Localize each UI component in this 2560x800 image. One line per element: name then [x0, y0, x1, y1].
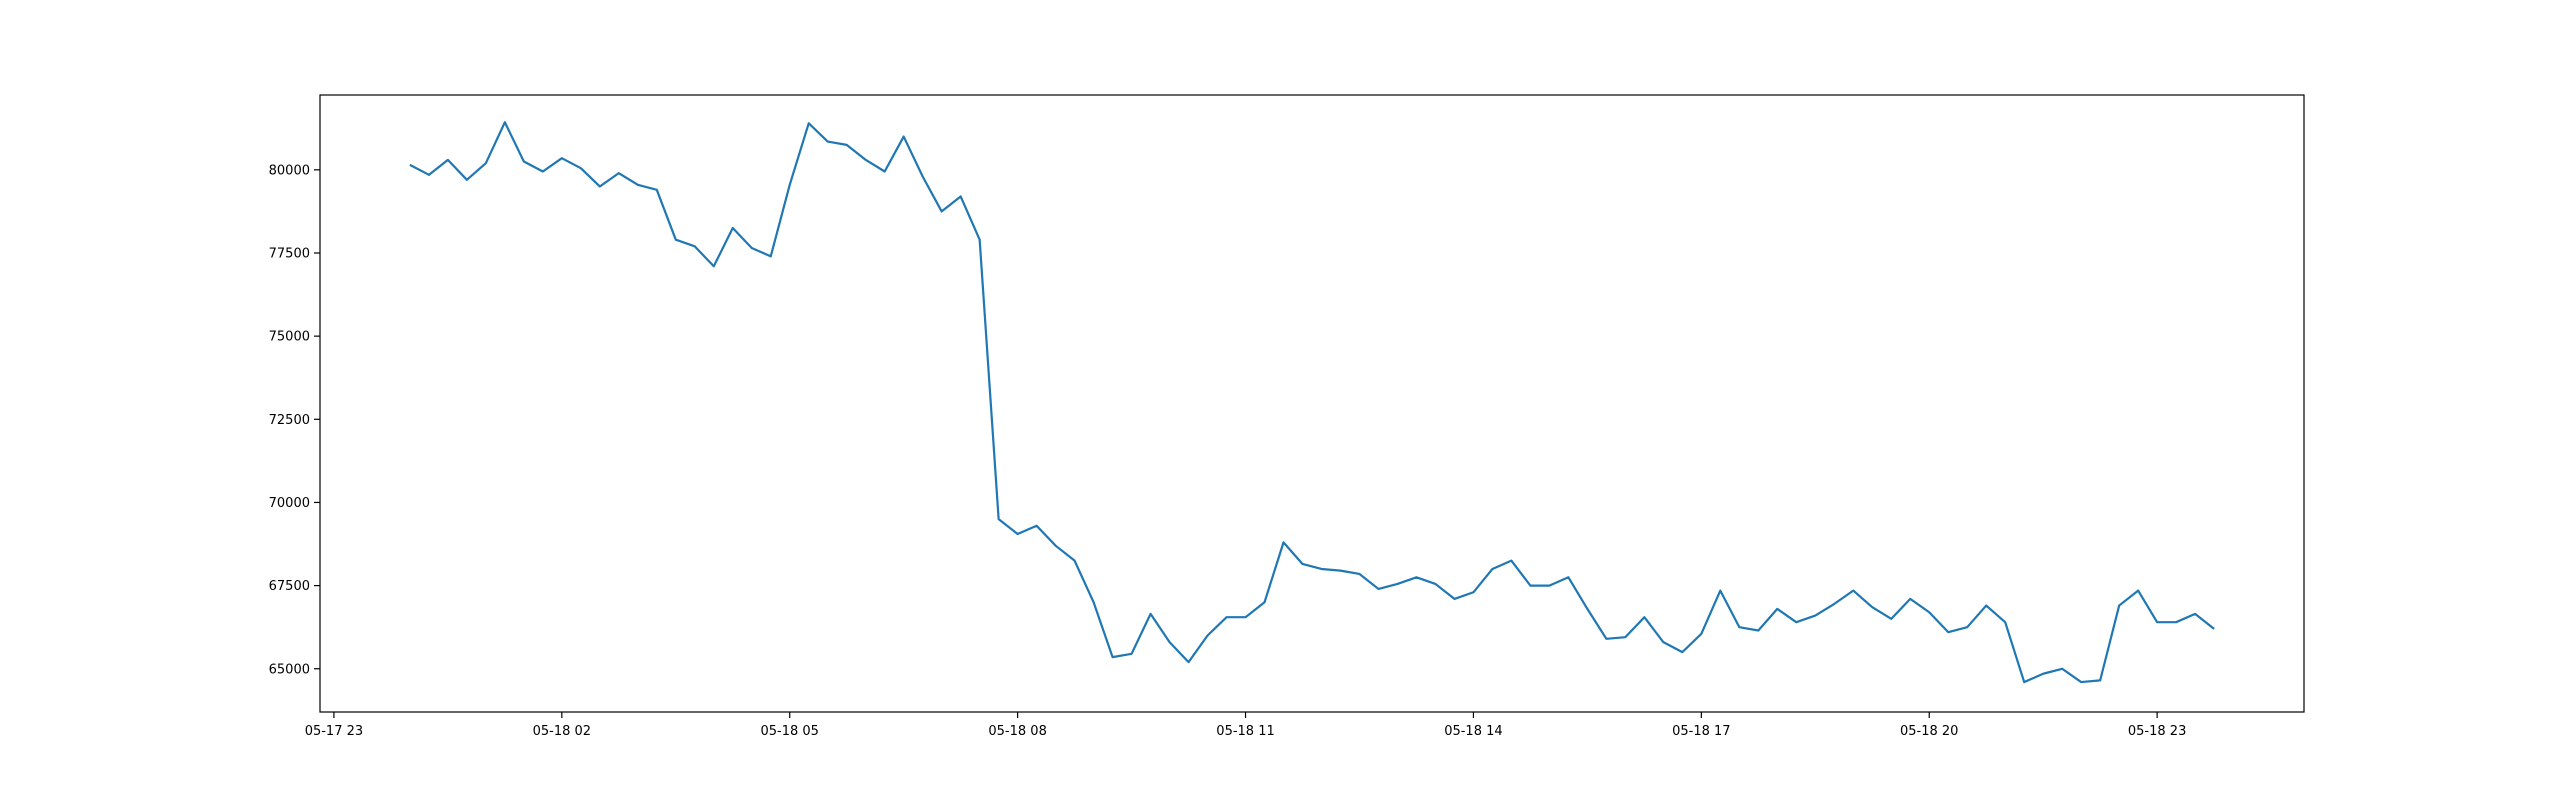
y-tick-label: 67500 — [269, 579, 310, 594]
y-tick-label: 77500 — [269, 246, 310, 261]
y-tick-label: 80000 — [269, 163, 310, 178]
y-tick-label: 75000 — [269, 330, 310, 345]
x-tick-label: 05-18 05 — [761, 724, 819, 739]
x-tick-label: 05-18 20 — [1900, 724, 1958, 739]
y-tick-label: 65000 — [269, 662, 310, 677]
x-tick-label: 05-18 08 — [988, 724, 1046, 739]
x-tick-label: 05-18 17 — [1672, 724, 1730, 739]
x-tick-label: 05-18 02 — [533, 724, 591, 739]
plot-frame — [319, 94, 2305, 713]
y-tick-label: 70000 — [269, 496, 310, 511]
y-tick-label: 72500 — [269, 413, 310, 428]
x-tick-label: 05-18 11 — [1216, 724, 1274, 739]
x-tick-label: 05-18 14 — [1444, 724, 1502, 739]
line — [409, 121, 2215, 684]
x-tick-label: 05-18 23 — [2128, 724, 2186, 739]
x-tick-label: 05-17 23 — [305, 724, 363, 739]
